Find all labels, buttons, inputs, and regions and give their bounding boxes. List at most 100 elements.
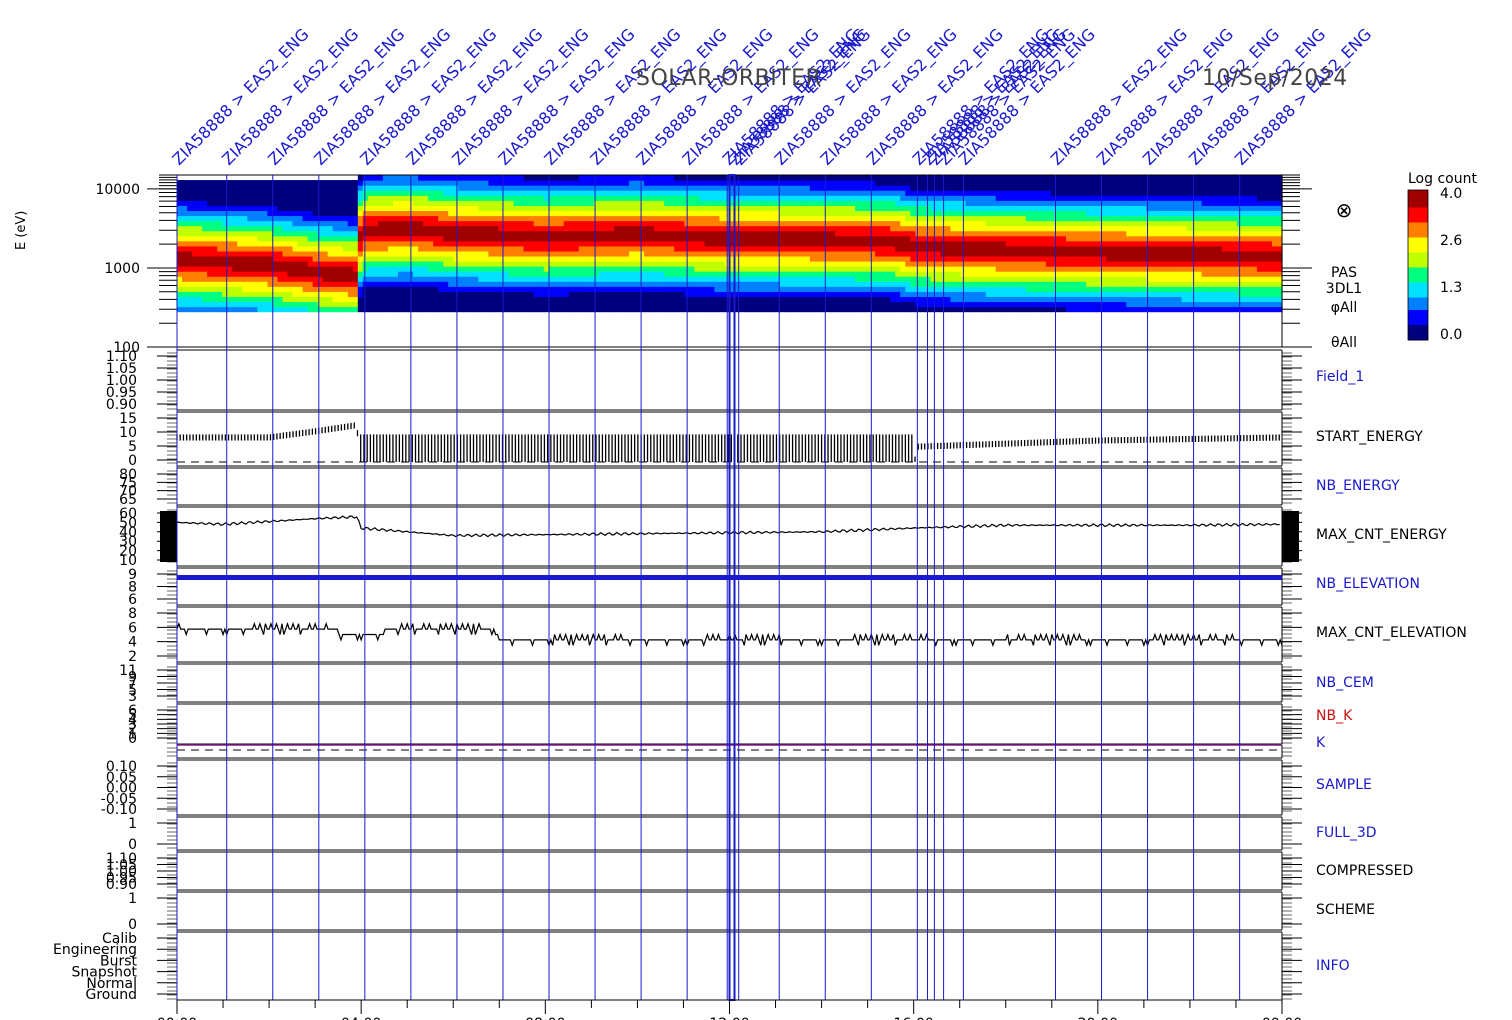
spectrogram-cell	[357, 235, 364, 242]
spectrogram-cell	[910, 271, 916, 277]
spectrogram-cell	[387, 245, 394, 252]
spectrogram-cell	[915, 261, 921, 267]
spectrogram-cell	[744, 301, 751, 308]
spectrogram-cell	[523, 215, 530, 222]
spectrogram-cell	[734, 245, 741, 252]
spectrogram-cell	[639, 245, 645, 252]
spectrogram-cell	[392, 220, 399, 227]
spectrogram-cell	[794, 291, 801, 298]
spectrogram-cell	[493, 190, 500, 196]
spectrogram-cell	[749, 245, 756, 252]
spectrogram-cell	[287, 301, 294, 308]
spectrogram-cell	[573, 271, 580, 277]
spectrogram-cell	[398, 195, 404, 201]
spectrogram-cell	[679, 175, 685, 181]
spectrogram-cell	[448, 210, 454, 217]
spectrogram-cell	[779, 306, 786, 313]
spectrogram-cell	[573, 301, 580, 308]
spectrogram-cell	[850, 195, 856, 201]
spectrogram-cell	[860, 301, 866, 308]
spectrogram-cell	[312, 235, 319, 242]
spectrogram-cell	[644, 291, 650, 298]
spectrogram-cell	[1050, 175, 1057, 181]
spectrogram-cell	[1020, 306, 1027, 313]
spectrogram-cell	[1101, 230, 1107, 237]
spectrogram-cell	[347, 276, 354, 282]
spectrogram-cell	[619, 180, 625, 186]
spectrogram-cell	[413, 266, 419, 272]
spectrogram-cell	[493, 291, 500, 298]
spectrogram-cell	[598, 195, 605, 201]
spectrogram-cell	[814, 205, 821, 212]
spectrogram-cell	[1101, 220, 1107, 227]
spectrogram-cell	[1045, 271, 1052, 277]
spectrogram-cell	[387, 301, 394, 308]
spectrogram-cell	[794, 245, 801, 252]
spectrogram-cell	[578, 291, 585, 298]
spectrogram-cell	[1081, 195, 1087, 201]
spectrogram-cell	[1101, 286, 1107, 292]
spectrogram-cell	[624, 281, 630, 287]
spectrogram-cell	[438, 235, 444, 242]
spectrogram-cell	[1030, 220, 1037, 227]
spectrogram-cell	[714, 286, 721, 292]
spectrogram-cell	[202, 261, 208, 267]
spectrogram-cell	[423, 195, 429, 201]
spectrogram-cell	[488, 306, 495, 313]
spectrogram-cell	[819, 255, 826, 262]
spectrogram-cell	[453, 230, 459, 237]
spectrogram-cell	[317, 266, 324, 272]
spectrogram-cell	[543, 276, 550, 282]
spectrogram-cell	[382, 281, 389, 287]
spectrogram-cell	[297, 190, 304, 196]
spectrogram-cell	[804, 240, 811, 247]
spectrogram-cell	[704, 230, 711, 237]
spectrogram-cell	[563, 185, 570, 191]
spectrogram-cell	[764, 301, 771, 308]
spectrogram-cell	[433, 296, 439, 303]
spectrogram-cell	[508, 195, 515, 201]
spectrogram-cell	[890, 175, 896, 181]
spectrogram-cell	[518, 230, 525, 237]
spectrogram-cell	[443, 215, 449, 222]
spectrogram-cell	[850, 245, 856, 252]
spectrogram-cell	[619, 185, 625, 191]
spectrogram-cell	[438, 240, 444, 247]
spectrogram-cell	[669, 306, 675, 313]
spectrogram-cell	[498, 266, 505, 272]
spectrogram-cell	[322, 271, 329, 277]
spectrogram-cell	[855, 210, 861, 217]
spectrogram-cell	[699, 185, 705, 191]
spectrogram-cell	[794, 255, 801, 262]
spectrogram-cell	[1020, 281, 1027, 287]
spectrogram-cell	[513, 235, 520, 242]
spectrogram-cell	[573, 235, 580, 242]
spectrogram-cell	[423, 271, 429, 277]
spectrogram-cell	[1086, 190, 1092, 196]
spectrogram-cell	[764, 276, 771, 282]
spectrogram-cell	[578, 245, 585, 252]
spectrogram-cell	[910, 220, 916, 227]
spectrogram-cell	[513, 296, 520, 303]
spectrogram-cell	[644, 230, 650, 237]
spectrogram-cell	[840, 306, 846, 313]
spectrogram-cell	[659, 286, 665, 292]
spectrogram-cell	[829, 220, 836, 227]
spectrogram-cell	[578, 230, 585, 237]
spectrogram-cell	[583, 215, 590, 222]
spectrogram-cell	[759, 306, 766, 313]
spectrogram-cell	[804, 261, 811, 267]
spectrogram-cell	[292, 306, 299, 313]
spectrogram-cell	[613, 245, 620, 252]
spectrogram-cell	[819, 296, 826, 303]
spectrogram-cell	[528, 266, 535, 272]
spectrogram-cell	[1091, 281, 1097, 287]
spectrogram-cell	[613, 296, 620, 303]
spectrogram-cell	[483, 281, 490, 287]
spectrogram-cell	[488, 286, 495, 292]
spectrogram-cell	[624, 185, 630, 191]
spectrogram-cell	[779, 250, 786, 257]
spectrogram-cell	[664, 220, 670, 227]
spectrogram-cell	[1020, 230, 1027, 237]
spectrogram-cell	[453, 250, 459, 257]
